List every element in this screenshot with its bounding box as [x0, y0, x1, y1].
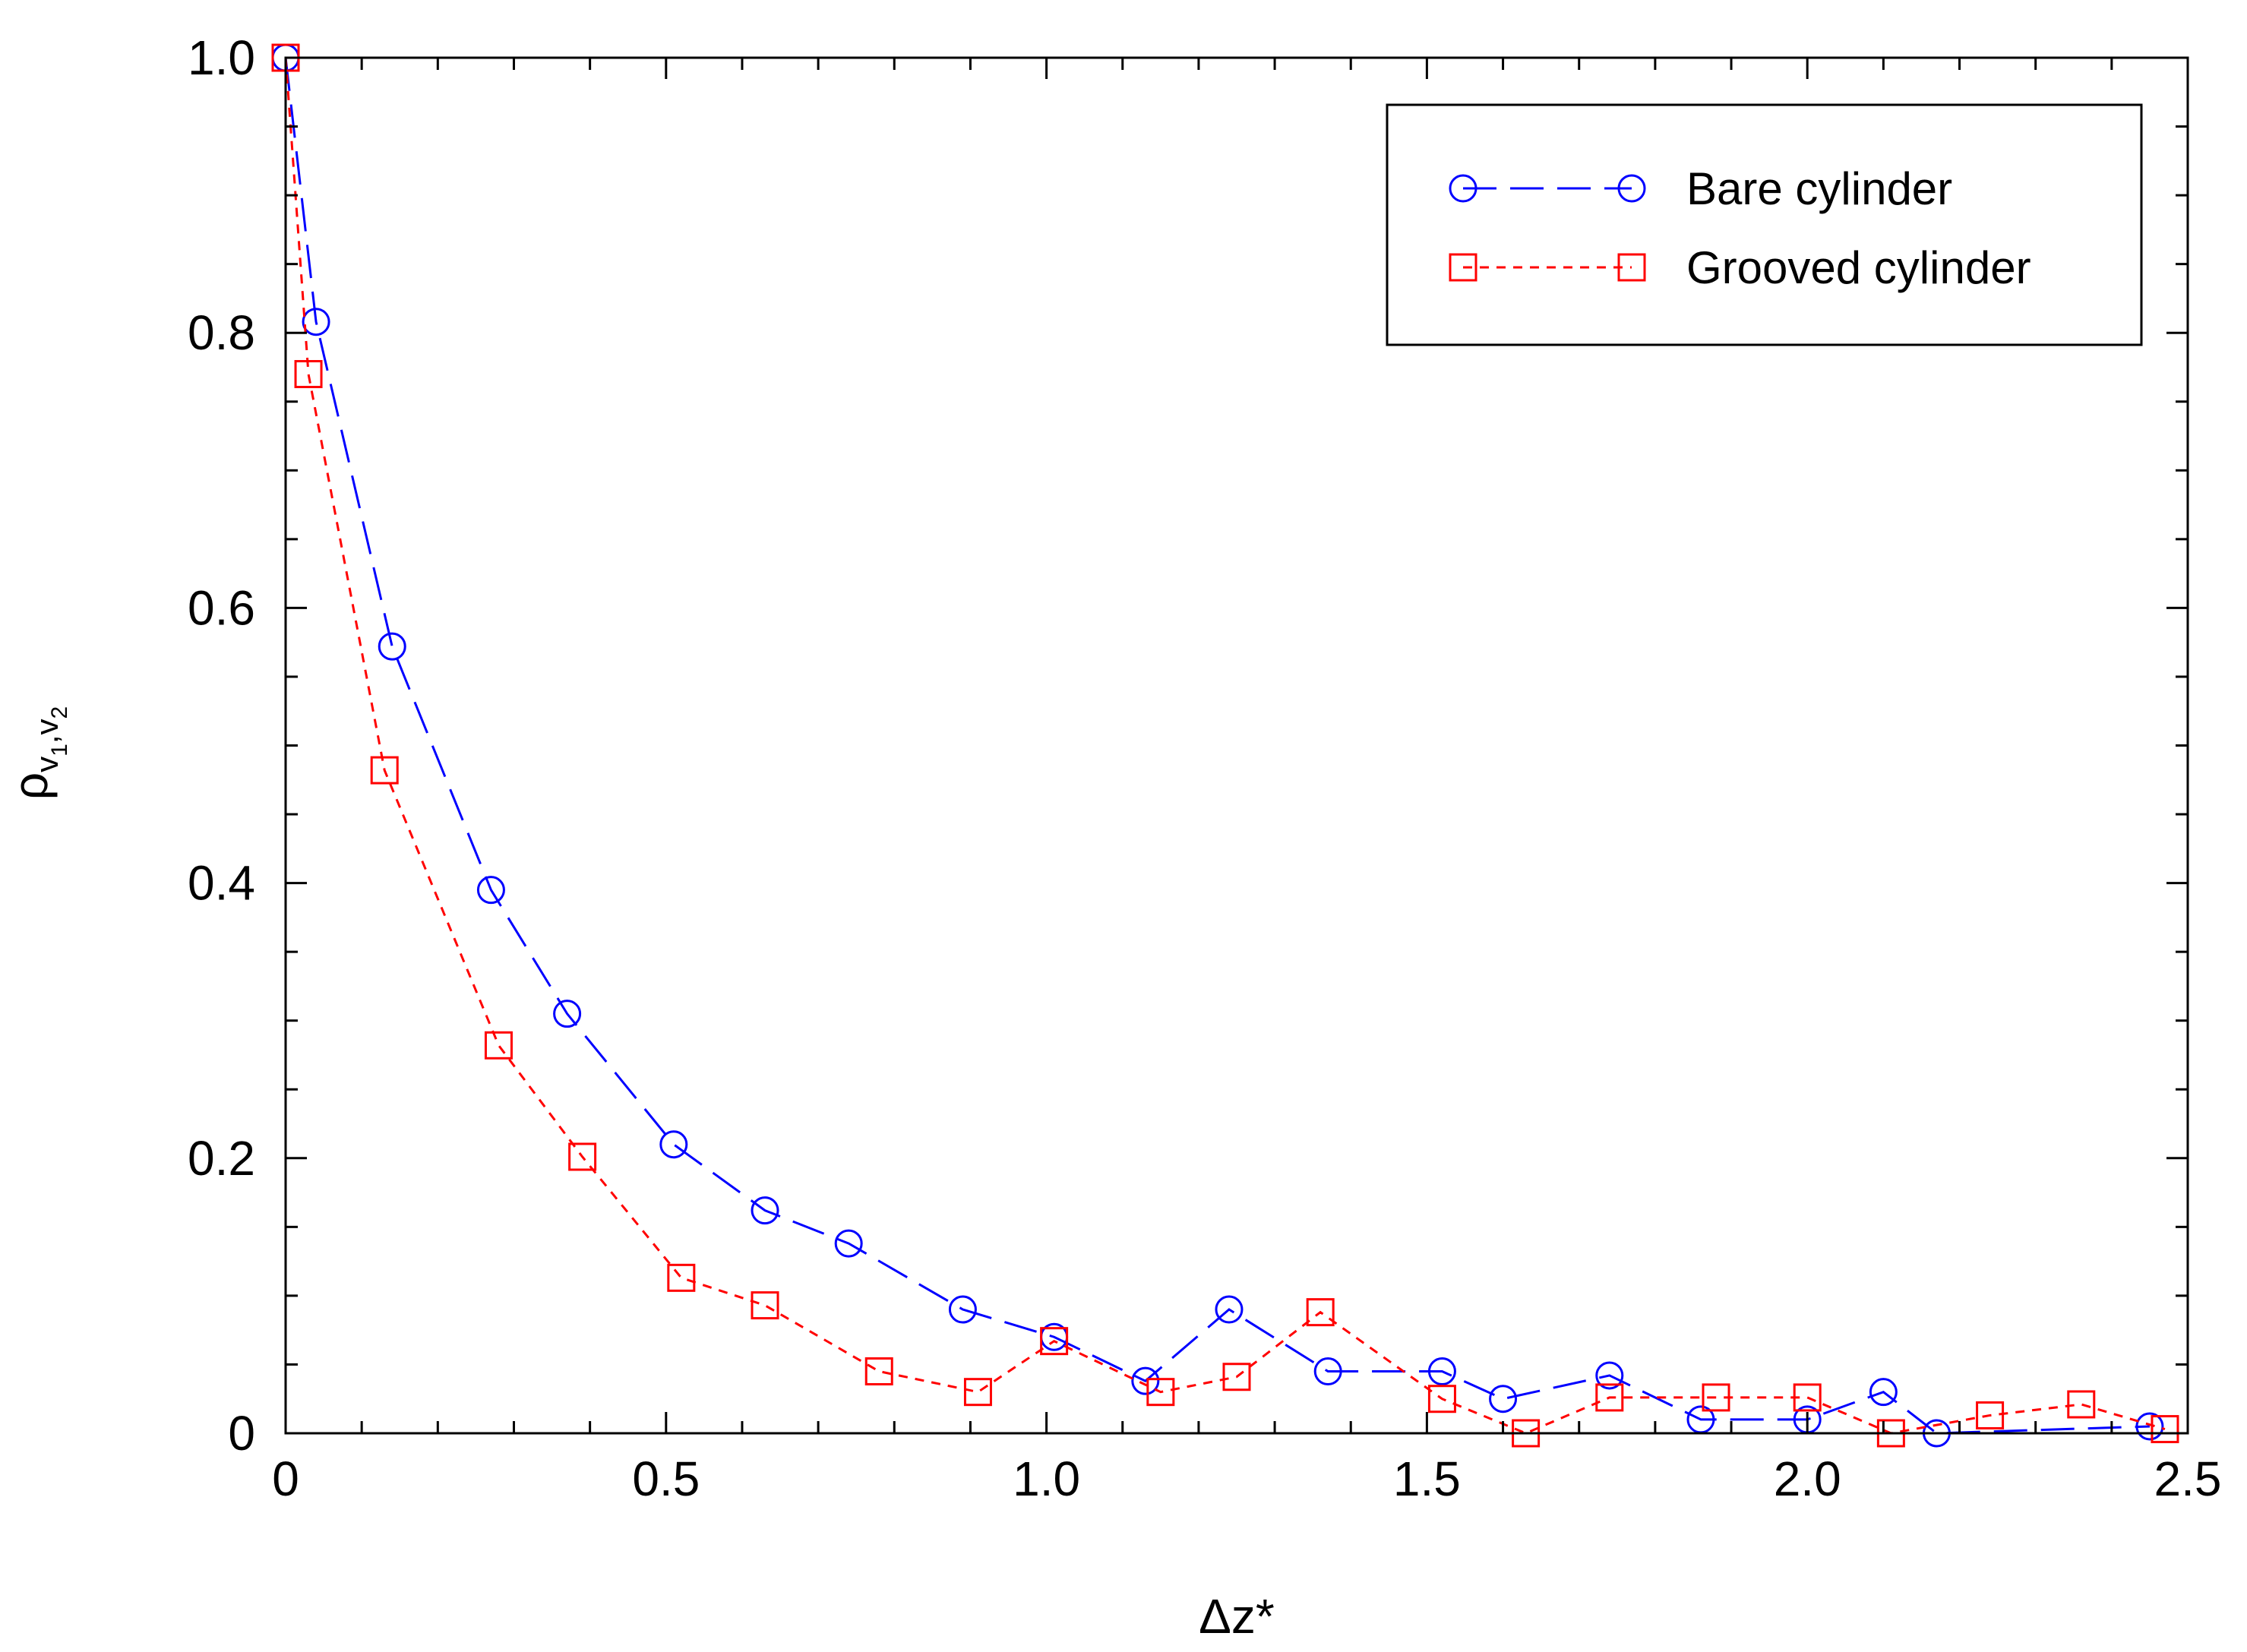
- legend-entries: Bare cylinder Grooved cylinder: [1449, 163, 2031, 293]
- data-point: [2067, 1390, 2096, 1419]
- data-point: [834, 1229, 863, 1258]
- y-tick-label: 0.6: [188, 580, 255, 635]
- x-tick-label: 0: [272, 1451, 299, 1506]
- data-point: [1427, 1357, 1456, 1386]
- y-tick-label: 0.4: [188, 856, 255, 911]
- y-tick-label: 0.8: [188, 305, 255, 360]
- data-point: [1427, 1385, 1456, 1414]
- data-point: [1306, 1298, 1335, 1327]
- data-point: [1595, 1361, 1624, 1390]
- data-point: [1146, 1378, 1175, 1407]
- data-point: [948, 1295, 977, 1324]
- legend-marker: [1449, 253, 1477, 282]
- tick-layer: [284, 56, 2189, 1435]
- data-point: [476, 876, 505, 905]
- x-tick-label: 0.5: [632, 1451, 700, 1506]
- data-point: [484, 1031, 513, 1060]
- data-point: [963, 1378, 992, 1407]
- data-point: [1489, 1385, 1518, 1414]
- legend-entry: Grooved cylinder: [1449, 242, 2031, 293]
- data-point: [1595, 1383, 1624, 1412]
- legend-box: [1386, 103, 2143, 346]
- x-axis-title: Δz*: [1199, 1589, 1275, 1644]
- label-layer: 0 0.5 1.0 1.5 2.0 2.5 0 0.2 0.4 0.6 0.8 1.0: [188, 30, 2221, 1506]
- x-tick-label: 2.0: [1774, 1451, 1841, 1506]
- data-point: [659, 1130, 688, 1159]
- data-point: [294, 360, 323, 389]
- legend: Bare cylinder Grooved cylinder: [1386, 103, 2143, 346]
- data-point: [1131, 1366, 1160, 1395]
- x-tick-label: 2.5: [2154, 1451, 2222, 1506]
- data-point: [302, 308, 330, 336]
- x-tick-label: 1.0: [1013, 1451, 1080, 1506]
- y-axis-title: ρv1,v2: [3, 706, 72, 800]
- data-point: [2151, 1415, 2179, 1444]
- legend-entry: Bare cylinder: [1449, 163, 1952, 214]
- data-point: [553, 1000, 582, 1028]
- data-point: [370, 756, 399, 785]
- x-tick-label: 1.5: [1393, 1451, 1461, 1506]
- legend-label: Grooved cylinder: [1686, 242, 2031, 293]
- data-point: [1222, 1363, 1251, 1391]
- legend-marker: [1617, 253, 1646, 282]
- series-line: [284, 57, 2150, 1435]
- y-tick-label: 1.0: [188, 30, 255, 85]
- data-point: [2135, 1412, 2164, 1441]
- legend-marker: [1449, 174, 1477, 203]
- data-point: [1976, 1401, 2005, 1429]
- legend-label: Bare cylinder: [1686, 163, 1952, 214]
- y-tick-label: 0.2: [188, 1131, 255, 1186]
- svg-text:ρv1,v2: ρv1,v2: [3, 706, 72, 800]
- data-point: [1869, 1378, 1898, 1407]
- series-line: [284, 57, 2166, 1435]
- data-point: [568, 1142, 597, 1171]
- data-point: [1313, 1357, 1342, 1386]
- data-point: [864, 1357, 893, 1386]
- series-layer: [271, 43, 2179, 1448]
- y-tick-label: 0: [228, 1406, 255, 1461]
- data-point: [1793, 1383, 1822, 1412]
- data-point: [751, 1196, 779, 1225]
- legend-marker: [1617, 174, 1646, 203]
- data-point: [751, 1291, 779, 1320]
- data-point: [667, 1263, 696, 1292]
- data-point: [378, 632, 406, 661]
- data-point: [1702, 1383, 1730, 1412]
- data-point: [1040, 1327, 1069, 1356]
- data-point: [1215, 1295, 1244, 1324]
